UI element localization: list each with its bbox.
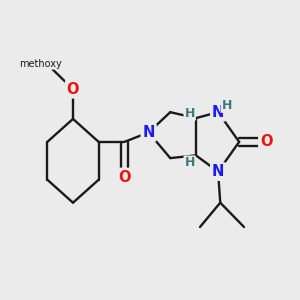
Text: H: H [222,99,232,112]
Text: H: H [184,107,195,120]
Text: N: N [212,164,224,179]
Text: N: N [142,125,155,140]
Text: O: O [118,169,130,184]
Text: H: H [184,157,195,169]
Text: N: N [212,105,224,120]
Text: methoxy: methoxy [19,59,62,69]
Text: O: O [260,134,272,149]
Text: O: O [67,82,79,97]
